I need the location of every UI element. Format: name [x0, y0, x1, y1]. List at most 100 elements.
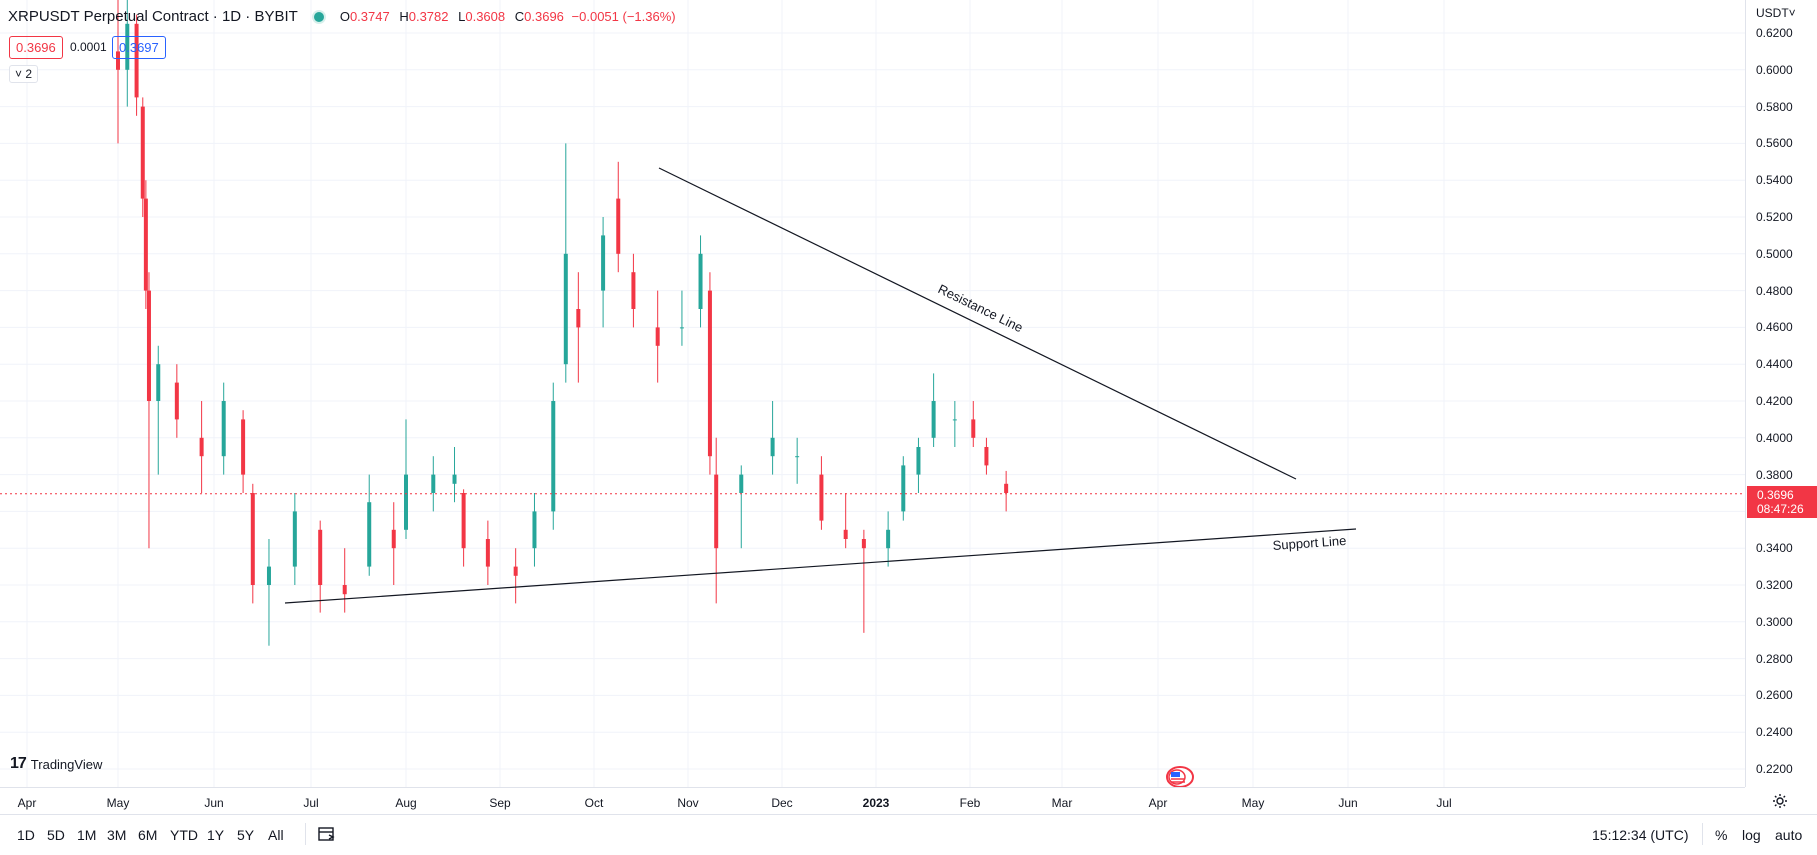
candle-body [679, 327, 684, 329]
range-button-3m[interactable]: 3M [107, 827, 127, 843]
price-tick-label: 0.2600 [1756, 688, 1793, 703]
candle-body [199, 437, 204, 457]
candle-body [367, 502, 372, 567]
candle-body [404, 474, 408, 530]
candle [698, 235, 703, 328]
tradingview-logo[interactable]: 17 TradingView [10, 755, 102, 773]
candle-body [431, 474, 436, 493]
candle [931, 373, 936, 447]
time-axis[interactable]: Apr May Jun Jul Aug Sep Oct Nov Dec 2023 Feb Mar Apr… [0, 787, 1745, 815]
range-button-5d[interactable]: 5D [47, 827, 65, 843]
indicators-toggle-button[interactable]: ˅ 2 [9, 65, 39, 83]
candle-body [116, 51, 120, 70]
time-tick-label: Oct [584, 796, 604, 810]
time-tick-label: Jun [1338, 796, 1358, 810]
time-tick-label: Jul [303, 796, 319, 810]
candle [655, 290, 660, 383]
us-flag-event-icon[interactable] [1165, 765, 1195, 789]
candle-body [461, 493, 466, 549]
price-tick-label: 0.5400 [1756, 173, 1793, 188]
candle-body [452, 474, 457, 484]
vertical-gridlines [26, 0, 1445, 787]
candle-body [174, 382, 179, 420]
price-tick-label: 0.6000 [1756, 62, 1793, 77]
candle-body [971, 419, 976, 438]
candle [916, 437, 921, 493]
candle-body [655, 327, 660, 346]
candle [431, 456, 436, 512]
candle [318, 520, 323, 613]
symbol-title[interactable]: XRPUSDT Perpetual Contract · 1D · BYBIT [8, 8, 298, 25]
candle-body [485, 539, 490, 567]
gear-icon[interactable] [1772, 793, 1788, 809]
range-button-1m[interactable]: 1M [77, 827, 97, 843]
candle [886, 511, 891, 567]
range-button-5y[interactable]: 5Y [237, 827, 255, 843]
candle-body [698, 253, 703, 309]
support-line-label: Support Line [1272, 533, 1347, 553]
time-tick-label: Feb [959, 796, 981, 810]
candle [576, 272, 581, 383]
range-button-1y[interactable]: 1Y [207, 827, 225, 843]
buy-price-button[interactable]: 0.3697 [112, 36, 166, 59]
price-tick-label: 0.5600 [1756, 136, 1793, 151]
low-value: 0.3608 [465, 9, 506, 24]
utc-clock[interactable]: 15:12:34 (UTC) [1592, 827, 1689, 843]
candle-body [901, 465, 906, 512]
candle [952, 401, 957, 447]
candle [901, 456, 906, 521]
candle-body [576, 309, 581, 328]
candle-body [886, 529, 891, 549]
candle [342, 548, 347, 613]
range-button-ytd[interactable]: YTD [170, 827, 198, 843]
price-tick-label: 0.3200 [1756, 578, 1793, 592]
date-range-icon[interactable] [317, 825, 337, 843]
resistance-line [658, 167, 1297, 480]
range-button-all[interactable]: All [268, 827, 284, 843]
price-tick-label: 0.2400 [1756, 725, 1793, 740]
time-tick-label: Jun [204, 796, 224, 810]
candle-body [843, 529, 848, 539]
time-tick-label: Aug [395, 796, 417, 810]
candle [631, 253, 636, 328]
candle-body [916, 447, 921, 475]
time-tick-label: Mar [1051, 796, 1073, 810]
candle-body [532, 511, 537, 549]
candle-body [391, 529, 396, 549]
candle [513, 548, 518, 604]
ohlc-values: O0.3747 H0.3782 L0.3608 C0.3696 −0.0051 … [339, 9, 676, 24]
candle-body [819, 474, 824, 521]
candle [125, 0, 130, 107]
price-tick-label: 0.5800 [1756, 99, 1793, 114]
candle [404, 419, 408, 539]
candle [714, 437, 719, 604]
currency-select[interactable]: USDT˅ [1756, 6, 1796, 20]
toolbar-divider [1702, 823, 1703, 845]
candle [116, 0, 120, 144]
candle [984, 437, 989, 475]
log-scale-button[interactable]: log [1742, 827, 1761, 843]
price-tick-label: 0.6200 [1756, 26, 1793, 40]
sell-price-button[interactable]: 0.3696 [9, 36, 63, 59]
auto-scale-button[interactable]: auto [1775, 827, 1803, 843]
price-tick-label: 0.4000 [1756, 430, 1793, 445]
percent-scale-button[interactable]: % [1715, 827, 1728, 843]
price-axis[interactable]: USDT˅ 0.6200 0.6000 0.5800 0.5600 0.5400 0.52… [1745, 0, 1817, 787]
spread-value: 0.0001 [70, 40, 107, 54]
range-button-1d[interactable]: 1D [17, 827, 35, 843]
chart-area[interactable]: Resistance Line Support Line XRPUSDT Per… [0, 0, 1745, 789]
price-tick-label: 0.3000 [1756, 614, 1793, 629]
candle-body [984, 447, 989, 466]
candle [391, 502, 396, 585]
candle-body [156, 364, 161, 401]
candle-body [952, 419, 957, 421]
candle [601, 217, 606, 328]
price-tick-label: 0.3800 [1756, 467, 1793, 482]
price-chart[interactable]: Resistance Line Support Line [0, 0, 1745, 787]
bar-countdown: 08:47:26 [1757, 501, 1804, 516]
candlestick-series [116, 0, 1009, 646]
candle [770, 401, 775, 475]
range-button-6m[interactable]: 6M [138, 827, 158, 843]
candle [143, 180, 148, 309]
candle-body [292, 511, 297, 567]
